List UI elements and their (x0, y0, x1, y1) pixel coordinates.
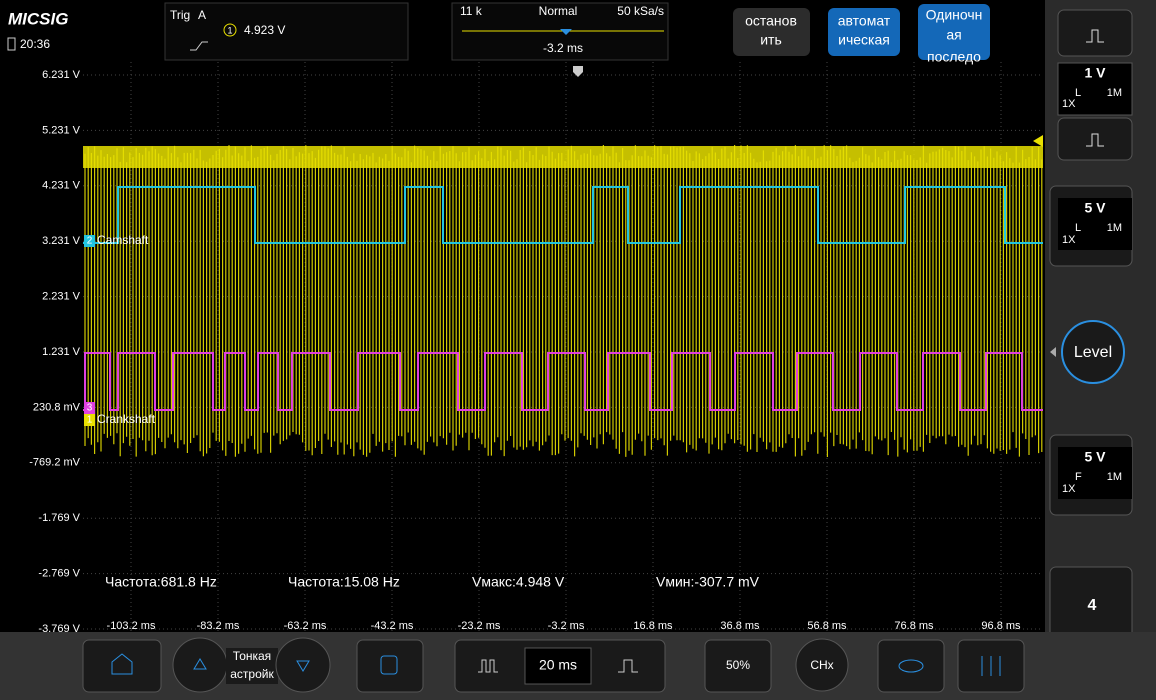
ch3-scale: 5 V (1084, 449, 1106, 465)
ch3-probe: 1X (1062, 483, 1076, 495)
channel-marker: 1 (87, 415, 93, 426)
y-label: 4.231 V (42, 180, 81, 192)
acq-offset: -3.2 ms (543, 41, 583, 55)
x-label: 56.8 ms (807, 620, 847, 632)
y-label: 2.231 V (42, 291, 81, 303)
level-text: Level (1074, 344, 1112, 361)
ch1-trigger-button[interactable] (1058, 118, 1132, 160)
save-button[interactable] (357, 640, 423, 692)
measurement: Vмакс:4.948 V (472, 574, 565, 590)
trigger-level: 4.923 V (244, 23, 285, 37)
auto-text: автомат (838, 13, 891, 29)
trigger-channel: 1 (227, 25, 232, 35)
half-text: 50% (726, 658, 750, 672)
x-label: 16.8 ms (633, 620, 673, 632)
ch1-coupling: L (1075, 87, 1081, 99)
auto-text: ическая (838, 32, 890, 48)
ch1-edge-button[interactable] (1058, 10, 1132, 56)
trigger-source: A (198, 8, 206, 22)
x-label: -103.2 ms (107, 620, 156, 632)
acq-points: 11 k (460, 4, 483, 18)
x-label: -3.2 ms (548, 620, 585, 632)
single-text: ая (946, 27, 961, 43)
fine-up-button[interactable] (173, 638, 227, 692)
ch2-probe: 1X (1062, 234, 1076, 246)
x-label: 96.8 ms (981, 620, 1021, 632)
y-label: 230.8 mV (33, 401, 81, 413)
channel-marker: 2 (87, 236, 93, 247)
measurement: Vмин:-307.7 mV (656, 574, 760, 590)
ch4-label: 4 (1088, 597, 1097, 614)
channel-name: Crankshaft (97, 412, 156, 426)
acq-rate: 50 kSa/s (617, 4, 664, 18)
chx-text: CHx (810, 658, 833, 672)
channel-marker: 3 (87, 403, 93, 414)
x-label: -63.2 ms (284, 620, 327, 632)
y-label: -2.769 V (38, 568, 80, 580)
x-label: -23.2 ms (458, 620, 501, 632)
y-label: 6.231 V (42, 69, 81, 81)
brand: MICSIG (8, 9, 68, 28)
ch1-scale: 1 V (1084, 65, 1106, 81)
ch2-impedance: 1M (1107, 222, 1122, 234)
ch3-impedance: 1M (1107, 471, 1122, 483)
y-label: 1.231 V (42, 346, 81, 358)
y-label: -3.769 V (38, 623, 80, 635)
acq-mode: Normal (539, 4, 578, 18)
stop-text: останов (745, 13, 797, 29)
y-label: -1.769 V (38, 512, 80, 524)
ch2-scale: 5 V (1084, 200, 1106, 216)
x-label: -83.2 ms (197, 620, 240, 632)
x-label: 76.8 ms (894, 620, 934, 632)
x-label: 36.8 ms (720, 620, 760, 632)
channel-name: Camshaft (97, 233, 149, 247)
fine-text: Тонкая (233, 649, 271, 663)
single-text: последо (927, 49, 981, 65)
timebase: 20 ms (539, 657, 577, 673)
x-label: -43.2 ms (371, 620, 414, 632)
home-button[interactable] (83, 640, 161, 692)
ch1-impedance: 1M (1107, 87, 1122, 99)
measurement: Частота:15.08 Hz (288, 574, 400, 590)
clock: 20:36 (20, 37, 50, 51)
ch3-coupling: F (1075, 471, 1082, 483)
crankshaft-band (83, 146, 1043, 168)
stop-text: ить (760, 32, 782, 48)
y-label: -769.2 mV (29, 457, 80, 469)
fine-down-button[interactable] (276, 638, 330, 692)
fine-text: астройк (230, 667, 274, 681)
y-label: 5.231 V (42, 124, 81, 136)
measurement: Частота:681.8 Hz (105, 574, 217, 590)
auto-button-car[interactable] (878, 640, 944, 692)
single-text: Одиночн (926, 7, 983, 23)
trigger-label: Trig (170, 8, 190, 22)
y-label: 3.231 V (42, 235, 81, 247)
ch2-coupling: L (1075, 222, 1081, 234)
ch1-probe: 1X (1062, 98, 1076, 110)
